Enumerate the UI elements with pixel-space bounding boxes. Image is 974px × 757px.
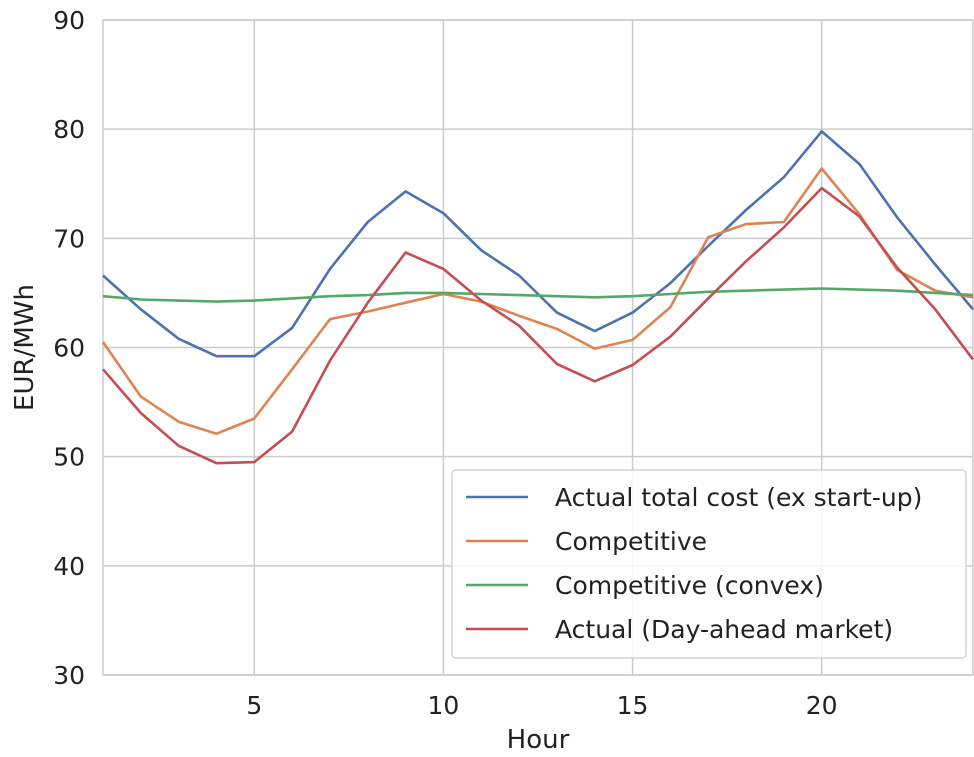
legend-label: Competitive <box>555 527 707 556</box>
plot-frame <box>102 19 974 676</box>
tick-labels: 5 10 15 20 30 40 50 60 70 80 90 <box>53 6 837 720</box>
series-line-1 <box>102 130 974 358</box>
legend-box <box>451 469 967 659</box>
y-tick-label: 90 <box>53 6 85 35</box>
x-tick-label: 10 <box>428 691 460 720</box>
legend: Actual total cost (ex start-up) Competiti… <box>451 469 967 659</box>
y-tick-label: 30 <box>53 661 85 690</box>
series-line-4 <box>102 186 974 465</box>
series-line-3 <box>102 287 974 303</box>
legend-label: Competitive (convex) <box>555 571 824 600</box>
x-axis-label: Hour <box>507 725 570 755</box>
y-tick-label: 80 <box>53 115 85 144</box>
series-line-2 <box>101 167 974 436</box>
y-tick-label: 70 <box>53 224 85 253</box>
y-tick-label: 50 <box>53 443 85 472</box>
x-tick-label: 20 <box>806 691 838 720</box>
legend-label: Actual (Day-ahead market) <box>555 615 893 644</box>
series-lines <box>101 130 974 465</box>
x-tick-label: 5 <box>246 691 262 720</box>
y-axis-label: EUR/MWh <box>10 284 40 411</box>
y-tick-label: 40 <box>53 552 85 581</box>
y-tick-label: 60 <box>53 334 85 363</box>
x-tick-label: 15 <box>617 691 649 720</box>
legend-label: Actual total cost (ex start-up) <box>555 483 922 512</box>
